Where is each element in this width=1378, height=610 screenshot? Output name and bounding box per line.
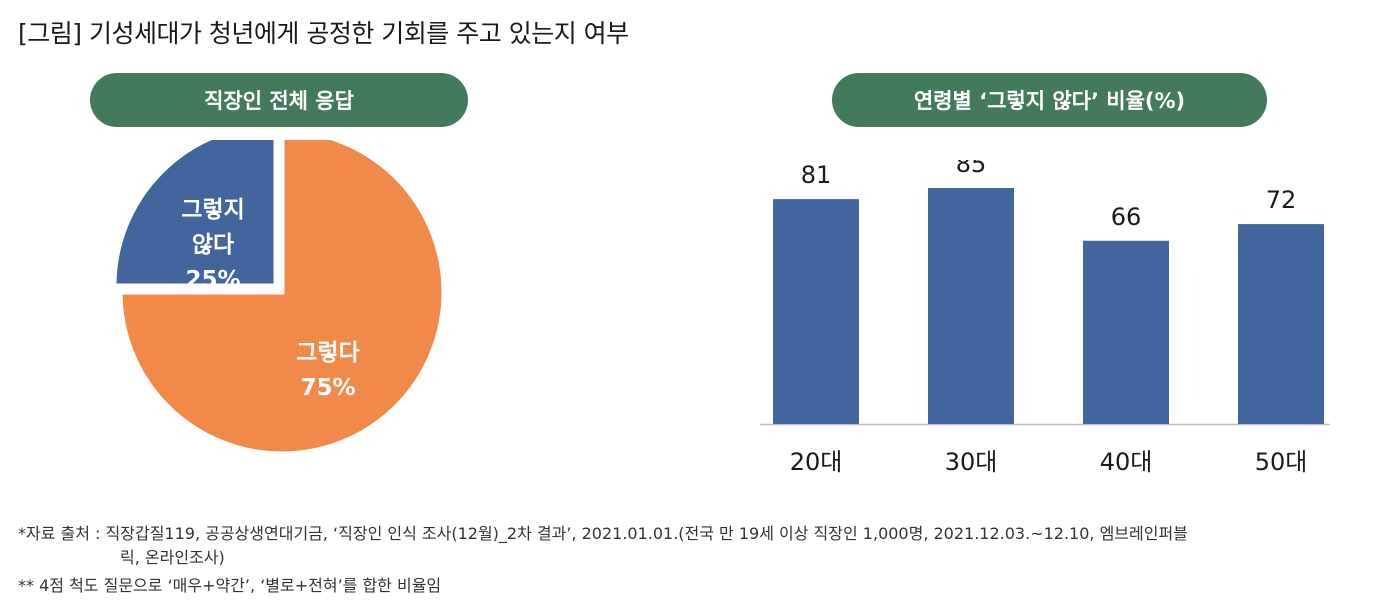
pie-label-disagree-line1: 그렇지 [181,197,245,223]
pie-chart [111,140,447,457]
bar-30대 [928,188,1014,424]
source-note: *자료 출처 : 직장갑질119, 공공상생연대기금, ‘직장인 인식 조사(1… [18,524,1188,543]
x-tick-label: 40대 [1100,448,1153,476]
scale-note: ** 4점 척도 질문으로 ‘매우+약간’, ‘별로+전혀’를 합한 비율임 [18,576,442,595]
source-note-cont: 릭, 온라인조사) [120,548,225,567]
pie-label-agree: 그렇다 75% [278,336,378,406]
pie-label-agree-pct: 75% [300,375,356,401]
pie-slice-disagree [111,140,279,289]
pie-slice-agree [117,140,447,457]
bar-value-label: 72 [1266,186,1297,214]
bar-40대 [1083,240,1169,424]
bar-20대 [773,199,859,424]
x-tick-label: 50대 [1255,448,1308,476]
pie-label-agree-line1: 그렇다 [296,340,360,366]
x-tick-label: 20대 [790,448,843,476]
pie-label-disagree-line2: 않다 [191,232,235,258]
bar-value-label: 81 [801,161,832,189]
bar-value-label: 66 [1111,203,1142,231]
figure-title: [그림] 기성세대가 청년에게 공정한 기회를 주고 있는지 여부 [18,19,629,48]
bar-50대 [1238,224,1324,424]
pie-panel-header: 직장인 전체 응답 [90,73,468,127]
pie-label-disagree-pct: 25% [185,267,241,293]
bar-chart: 81 20대 85 30대 66 40대 72 50대 [760,160,1330,476]
bar-panel-header: 연령별 ‘그렇지 않다’ 비율(%) [832,73,1267,127]
x-tick-label: 30대 [945,448,998,476]
pie-label-disagree: 그렇지 않다 25% [163,193,263,298]
bar-value-label: 85 [956,160,987,178]
